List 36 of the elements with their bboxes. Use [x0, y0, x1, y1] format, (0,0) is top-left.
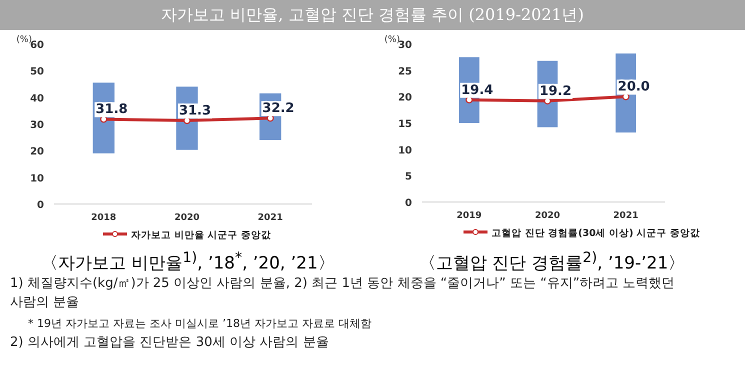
text: 〈자가보고 비만율$^{1)}$, ’18$^{*}$, ’20, ’21〉	[40, 250, 336, 275]
y-tick-label: 25	[398, 66, 412, 78]
x-tick-label: 2021	[613, 211, 638, 221]
y-axis-title: (%)	[384, 35, 400, 45]
data-label: 32.2	[262, 101, 294, 116]
text: * 19년 자가보고 자료는 조사 미실시로 ’18년 자가보고 자료로 대체함	[28, 316, 372, 332]
x-tick-label: 2021	[258, 213, 283, 223]
x-tick-label: 2020	[534, 211, 560, 221]
text: 2) 의사에게 고혈압을 진단받은 30세 이상 사람의 분율	[10, 334, 330, 352]
y-tick-label: 10	[398, 145, 412, 156]
y-tick-label: 15	[398, 119, 412, 130]
y-tick-label: 50	[30, 66, 44, 78]
x-tick-label: 2020	[174, 213, 200, 223]
y-tick-label: 20	[30, 146, 44, 158]
data-label: 31.8	[96, 102, 128, 118]
text: 〈고혈압 진단 경험률$^{2)}$, ’19-’21〉	[418, 250, 686, 275]
y-tick-label: 0	[405, 198, 412, 209]
text: 1) 체질량지수(kg/㎡)가 25 이상인 사람의 분율, 2) 최근 1년 동안 체중을 “줄이거나” 또는 “유지”하려고 노력했던 사람의 분율	[10, 275, 676, 312]
y-tick-label: 10	[30, 173, 44, 184]
x-tick-label: 2018	[91, 213, 116, 223]
legend-label: 자가보고 비만율 시군구 중앙값	[131, 230, 272, 241]
y-tick-label: 60	[30, 40, 44, 51]
data-label: 19.4	[461, 82, 494, 98]
y-tick-label: 0	[37, 200, 44, 211]
y-tick-label: 30	[30, 120, 44, 131]
y-tick-label: 20	[398, 92, 412, 104]
y-tick-label: 30	[398, 40, 412, 51]
y-tick-label: 40	[30, 93, 44, 104]
legend-label: 고혈압 진단 경험률(30세 이상) 시군구 중앙값	[492, 228, 701, 239]
data-label: 20.0	[618, 80, 650, 95]
y-tick-label: 5	[405, 172, 412, 183]
x-tick-label: 2019	[456, 211, 482, 221]
data-label: 19.2	[539, 84, 572, 99]
y-axis-title: (%)	[16, 35, 32, 45]
data-label: 31.3	[178, 104, 212, 119]
text: 자가보고 비만율, 고혈압 진단 경험률 추이 (2019-2021년)	[0, 0, 745, 30]
